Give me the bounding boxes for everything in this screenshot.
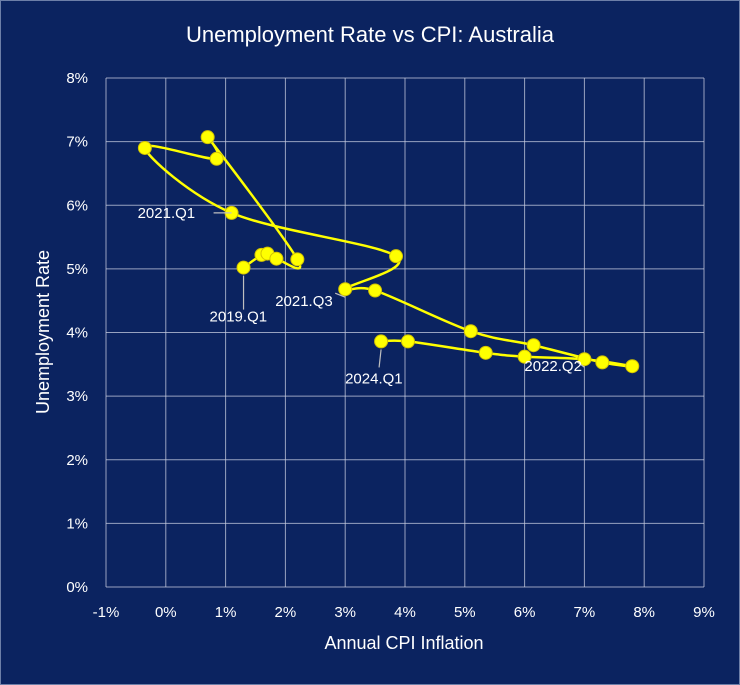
x-tick-label: 4%: [394, 604, 416, 621]
data-point: [517, 349, 532, 364]
y-tick-label: 3%: [66, 388, 88, 405]
data-point: [200, 130, 215, 145]
x-axis-label: Annual CPI Inflation: [324, 633, 483, 653]
data-point: [577, 352, 592, 367]
data-point: [368, 283, 383, 298]
x-tick-label: 0%: [155, 604, 177, 621]
data-point: [137, 140, 152, 155]
x-tick-label: 1%: [215, 604, 237, 621]
data-point: [338, 282, 353, 297]
y-tick-label: 2%: [66, 452, 88, 469]
data-point: [478, 345, 493, 360]
x-tick-label: 8%: [633, 604, 655, 621]
y-tick-label: 6%: [66, 197, 88, 214]
x-tick-label: 7%: [574, 604, 596, 621]
annotation-label: 2019.Q1: [210, 309, 268, 326]
data-point: [625, 359, 640, 374]
data-point: [526, 338, 541, 353]
data-point: [209, 151, 224, 166]
series-line: [143, 131, 634, 368]
y-tick-label: 8%: [66, 70, 88, 87]
annotations: 2019.Q1 2021.Q1 2021.Q3 2022.Q2 2024.Q1: [138, 205, 585, 387]
data-point: [389, 249, 404, 264]
x-tick-label: 2%: [275, 604, 297, 621]
x-tick-label: 6%: [514, 604, 536, 621]
data-point: [236, 260, 251, 275]
y-tick-label: 7%: [66, 134, 88, 151]
y-tick-label: 0%: [66, 579, 88, 596]
x-tick-labels: -1% 0% 1% 2% 3% 4% 5% 6% 7% 8% 9%: [93, 604, 715, 621]
y-tick-label: 5%: [66, 261, 88, 278]
annotation-label: 2021.Q3: [275, 293, 333, 310]
x-tick-label: 9%: [693, 604, 715, 621]
x-tick-label: 3%: [334, 604, 356, 621]
y-axis-label: Unemployment Rate: [33, 250, 53, 414]
chart-title: Unemployment Rate vs CPI: Australia: [186, 22, 555, 47]
data-point: [290, 252, 305, 267]
y-tick-labels: 0% 1% 2% 3% 4% 5% 6% 7% 8%: [66, 70, 88, 596]
annotation-leader-line: [378, 349, 382, 368]
annotation-label: 2024.Q1: [345, 370, 403, 387]
data-point: [595, 355, 610, 370]
x-tick-label: -1%: [93, 604, 120, 621]
annotation-leader-line: [576, 360, 585, 368]
annotation-label: 2022.Q2: [524, 358, 582, 375]
grid-lines: [105, 77, 705, 588]
annotation-label: 2021.Q1: [138, 205, 196, 222]
data-point: [269, 251, 284, 266]
data-point: [374, 334, 389, 349]
data-series: [137, 130, 640, 374]
annotation-leader-line: [334, 292, 346, 298]
data-point: [463, 324, 478, 339]
x-tick-label: 5%: [454, 604, 476, 621]
y-tick-label: 4%: [66, 325, 88, 342]
y-tick-label: 1%: [66, 515, 88, 532]
data-point: [400, 334, 415, 349]
